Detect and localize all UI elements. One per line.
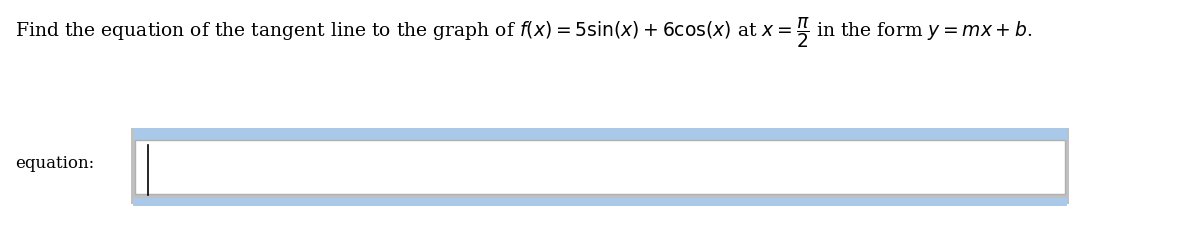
Bar bbox=[131, 128, 1069, 204]
Bar bbox=[133, 128, 1067, 140]
Text: Find the equation of the tangent line to the graph of $f(x) = 5\sin(x) + 6\cos(x: Find the equation of the tangent line to… bbox=[14, 15, 1032, 50]
Bar bbox=[133, 198, 1067, 206]
Bar bbox=[134, 140, 1066, 194]
Text: equation:: equation: bbox=[14, 154, 95, 172]
